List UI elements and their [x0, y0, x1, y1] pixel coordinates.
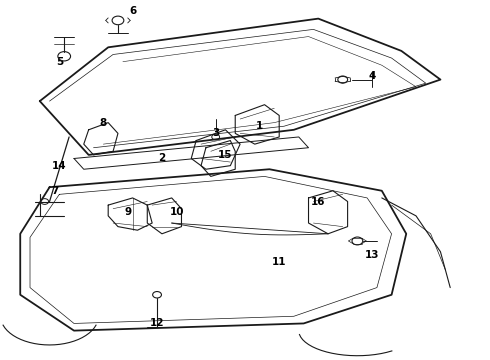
Text: 8: 8 [99, 118, 107, 128]
Text: 7: 7 [51, 186, 58, 196]
Text: 6: 6 [129, 6, 136, 17]
Text: 4: 4 [368, 71, 376, 81]
Text: 11: 11 [272, 257, 287, 267]
Text: 13: 13 [365, 250, 379, 260]
Text: 15: 15 [218, 150, 233, 160]
Text: 1: 1 [256, 121, 263, 131]
Text: 2: 2 [158, 153, 166, 163]
Text: 3: 3 [212, 129, 220, 138]
Text: 10: 10 [170, 207, 184, 217]
Text: 9: 9 [124, 207, 131, 217]
Text: 16: 16 [311, 197, 325, 207]
Text: 14: 14 [52, 161, 67, 171]
Text: 5: 5 [56, 57, 63, 67]
Text: 12: 12 [150, 319, 164, 328]
